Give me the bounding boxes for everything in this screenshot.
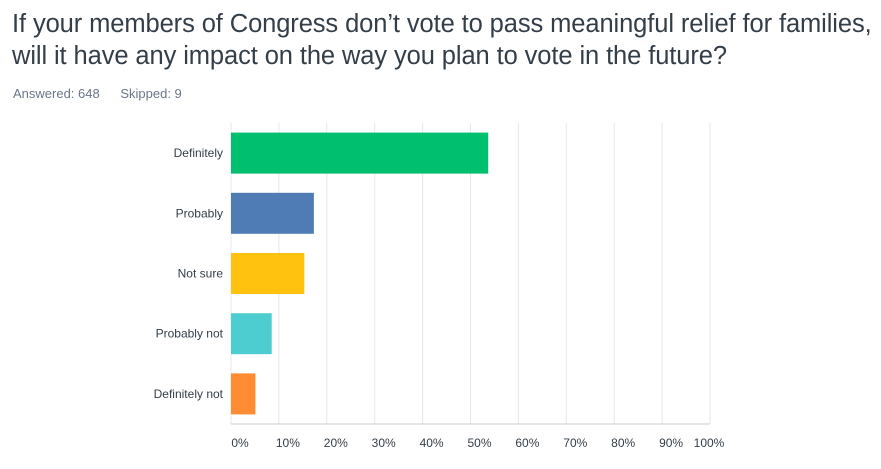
skipped-count: Skipped: 9 bbox=[120, 86, 182, 101]
question-title: If your members of Congress don’t vote t… bbox=[12, 10, 872, 70]
answered-count: Answered: 648 bbox=[13, 86, 100, 101]
category-label: Probably not bbox=[156, 327, 224, 341]
labels: 0% 10% 20% 30% 40% 50% 60% 70% 80% 90% 100% Definit… bbox=[154, 146, 725, 450]
x-tick-label: 70% bbox=[563, 436, 587, 450]
bar-probably-not[interactable] bbox=[231, 313, 272, 355]
category-label: Definitely not bbox=[154, 387, 224, 401]
bar-not-sure[interactable] bbox=[231, 253, 305, 294]
category-label: Probably bbox=[176, 206, 223, 220]
x-tick-label: 60% bbox=[515, 436, 539, 450]
x-tick-label: 40% bbox=[420, 436, 444, 450]
response-stats: Answered: 648 Skipped: 9 bbox=[13, 86, 182, 101]
x-tick-label: 30% bbox=[372, 436, 396, 450]
bar-definitely-not[interactable] bbox=[231, 373, 256, 415]
category-label: Not sure bbox=[178, 267, 224, 281]
bar-definitely[interactable] bbox=[231, 132, 489, 174]
x-tick-label: 90% bbox=[659, 436, 683, 450]
x-tick-label: 50% bbox=[467, 436, 491, 450]
x-tick-label: 20% bbox=[324, 436, 348, 450]
category-label: Definitely bbox=[174, 146, 223, 160]
x-tick-label: 80% bbox=[611, 436, 635, 450]
x-tick-label: 0% bbox=[231, 436, 249, 450]
x-tick-label: 100% bbox=[694, 436, 725, 450]
bars bbox=[231, 132, 489, 415]
bar-probably[interactable] bbox=[231, 192, 314, 234]
x-tick-label: 10% bbox=[276, 436, 300, 450]
